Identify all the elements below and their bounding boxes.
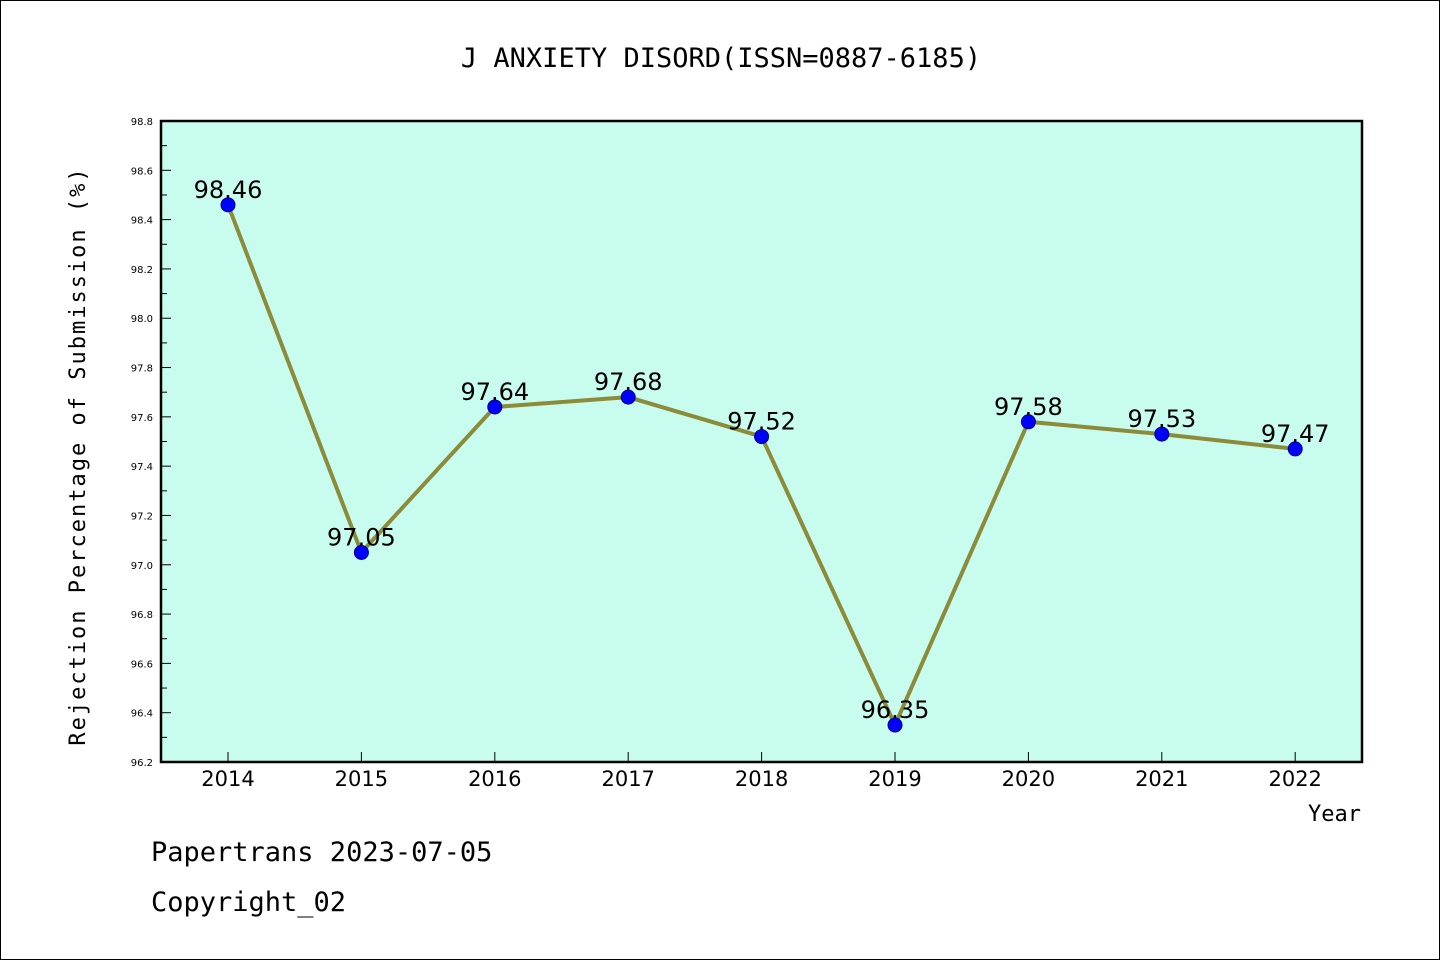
y-tick-label: 96.4 [131,709,153,720]
data-label: 97.68 [594,368,663,396]
data-point-marker [487,399,503,415]
y-tick-label: 96.2 [131,758,153,769]
y-tick-label: 97.2 [131,511,153,522]
x-axis: 2014 2015 2016 2017 2018 2019 2020 2021 2022 [201,752,1322,791]
chart-title: J ANXIETY DISORD(ISSN=0887-6185) [461,43,981,74]
x-tick-label: 2019 [868,767,921,791]
data-label: 97.47 [1261,420,1330,448]
data-point-marker [1287,441,1303,457]
y-tick-label: 96.8 [131,610,153,621]
data-point-marker [620,389,636,405]
data-label: 97.64 [460,378,529,406]
y-tick-label: 98.4 [131,216,153,227]
y-tick-label: 98.2 [131,265,153,276]
x-tick-label: 2017 [601,767,654,791]
x-tick-label: 2018 [735,767,788,791]
plot-frame [159,119,1364,764]
data-label: 97.53 [1127,405,1196,433]
x-tick-label: 2016 [468,767,521,791]
data-point-marker [754,429,770,445]
y-tick-label: 97.6 [131,413,153,424]
data-label: 97.58 [994,393,1063,421]
y-tick-label: 97.4 [131,462,153,473]
y-tick-label: 98.6 [131,166,153,177]
y-axis-label: Rejection Percentage of Submission (%) [66,166,91,745]
data-label: 98.46 [194,176,263,204]
y-axis: 96.2 96.4 96.6 96.8 97.0 97.2 97.4 97.6 97.8 98.0… [131,117,171,769]
data-point-marker [353,544,369,560]
series-layer: 98.46 97.05 97.64 97.68 97.52 96.35 97.58 97.53… [194,176,1330,733]
data-point-marker [887,717,903,733]
footer-copyright: Copyright_02 [151,887,347,918]
data-label: 97.05 [327,523,396,551]
x-tick-label: 2014 [201,767,254,791]
data-point-marker [220,197,236,213]
y-tick-label: 97.8 [131,364,153,375]
data-label: 97.52 [727,408,796,436]
x-tick-label: 2022 [1268,767,1321,791]
data-label: 96.35 [861,696,930,724]
x-tick-label: 2020 [1002,767,1055,791]
x-axis-label: Year [1308,802,1361,827]
y-tick-label: 96.6 [131,659,153,670]
data-point-marker [1020,414,1036,430]
y-tick-label: 98.0 [131,314,153,325]
y-tick-label: 98.8 [131,117,153,128]
x-tick-label: 2015 [335,767,388,791]
footer-date: Papertrans 2023-07-05 [151,837,493,868]
x-tick-label: 2021 [1135,767,1188,791]
y-tick-label: 97.0 [131,561,153,572]
data-point-marker [1154,426,1170,442]
